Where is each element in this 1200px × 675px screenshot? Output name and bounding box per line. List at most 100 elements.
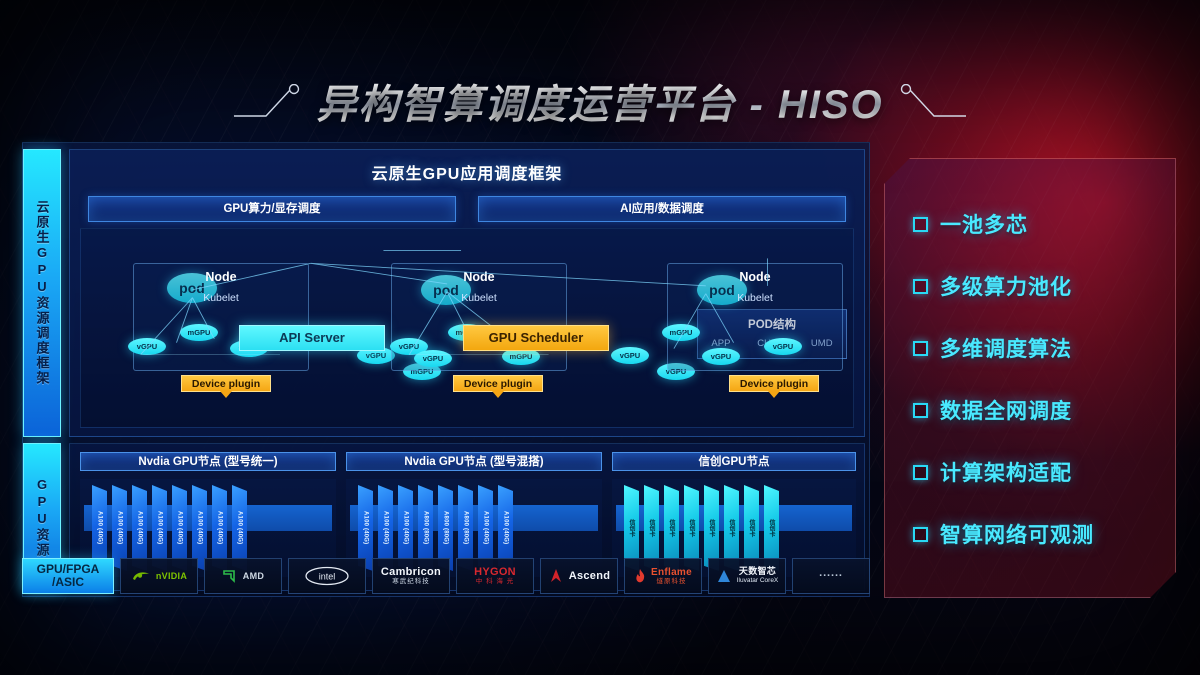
checkbox-square-icon bbox=[913, 403, 928, 418]
vendor-nvidia[interactable]: nVIDIA bbox=[120, 558, 198, 594]
gpu-card[interactable]: 信创卡 bbox=[764, 485, 779, 571]
page-title: 异构智算调度运营平台 - HISO bbox=[0, 72, 1200, 130]
gpu-card[interactable]: A100 (40G) bbox=[172, 485, 187, 571]
vendor-nvidia-label: nVIDIA bbox=[155, 571, 188, 581]
gpu-card-label: 信创卡 bbox=[748, 519, 754, 537]
api-server-node[interactable]: API Server bbox=[239, 325, 385, 351]
mgpu-1-5[interactable]: mGPU bbox=[403, 363, 441, 380]
gpu-card-label: A100 (40G) bbox=[402, 511, 409, 545]
vendor-amd[interactable]: AMD bbox=[204, 558, 282, 594]
title-text: 异构智算调度运营平台 - HISO bbox=[316, 72, 883, 130]
vgpu-2-6[interactable]: vGPU bbox=[657, 363, 695, 380]
highlights-panel: 一池多芯 多级算力池化 多维调度算法 数据全网调度 计算架构适配 智算网络可观测 bbox=[884, 158, 1176, 598]
gpu-card[interactable]: A800 (80G) bbox=[438, 485, 453, 571]
highlight-item-5[interactable]: 计算架构适配 bbox=[913, 441, 1175, 503]
vendor-hygon[interactable]: HYGON 中 科 海 光 bbox=[456, 558, 534, 594]
gpu-card[interactable]: 信创卡 bbox=[684, 485, 699, 571]
gpu-card[interactable]: A100 (40G) bbox=[92, 485, 107, 571]
framework-sub-right[interactable]: AI应用/数据调度 bbox=[478, 196, 846, 222]
device-plugin-3[interactable]: Device plugin bbox=[729, 375, 819, 392]
highlight-item-6[interactable]: 智算网络可观测 bbox=[913, 503, 1175, 565]
vendor-category-line2: /ASIC bbox=[51, 575, 84, 589]
svg-text:intel: intel bbox=[319, 572, 336, 582]
gpu-card-label: A100 (40G) bbox=[156, 511, 163, 545]
gpu-card[interactable]: A100 (40G) bbox=[232, 485, 247, 571]
kubelet-label-1: Kubelet bbox=[203, 292, 239, 304]
gpu-card-label: A100 (40G) bbox=[176, 511, 183, 545]
framework-block: 云原生GPU应用调度框架 GPU算力/显存调度 AI应用/数据调度 bbox=[69, 149, 865, 437]
gpu-card-label: A100 (40G) bbox=[196, 511, 203, 545]
vendor-cambricon[interactable]: Cambricon 寒武纪科技 bbox=[372, 558, 450, 594]
highlight-item-4[interactable]: 数据全网调度 bbox=[913, 379, 1175, 441]
pod-structure-title: POD结构 bbox=[748, 319, 796, 331]
gpu-card[interactable]: A100 (40G) bbox=[212, 485, 227, 571]
gpu-card[interactable]: 信创卡 bbox=[644, 485, 659, 571]
gpu-column-3: 信创GPU节点 信创卡 信创卡 信创卡 信创卡 信创卡 信创卡 信创卡 信创卡 bbox=[612, 452, 856, 584]
framework-sub-left[interactable]: GPU算力/显存调度 bbox=[88, 196, 456, 222]
highlight-label-5: 计算架构适配 bbox=[940, 462, 1072, 485]
gpu-card-label: 信创卡 bbox=[688, 519, 694, 537]
gpu-card[interactable]: A800 (80G) bbox=[418, 485, 433, 571]
vendor-more[interactable]: ······ bbox=[792, 558, 870, 594]
gpu-card-group-3: 信创卡 信创卡 信创卡 信创卡 信创卡 信创卡 信创卡 信创卡 bbox=[624, 485, 779, 573]
mgpu-2-4[interactable]: mGPU bbox=[502, 348, 540, 365]
gpu-card-label: 信创卡 bbox=[728, 519, 734, 537]
gpu-card[interactable]: A100 (40G) bbox=[112, 485, 127, 571]
kubelet-label-3: Kubelet bbox=[737, 292, 773, 304]
pod-item-umd: UMD bbox=[810, 338, 833, 349]
vendor-enflame[interactable]: Enflame 燧原科技 bbox=[624, 558, 702, 594]
gpu-card-label: 信创卡 bbox=[628, 519, 634, 537]
vendor-ascend-label: Ascend bbox=[568, 570, 611, 582]
gpu-card[interactable]: 信创卡 bbox=[664, 485, 679, 571]
gpu-card[interactable]: A100 (40G) bbox=[358, 485, 373, 571]
device-plugin-2[interactable]: Device plugin bbox=[453, 375, 543, 392]
highlight-label-4: 数据全网调度 bbox=[940, 400, 1072, 423]
vendor-enflame-stack: Enflame 燧原科技 bbox=[651, 567, 692, 585]
gpu-card[interactable]: A800 (80G) bbox=[458, 485, 473, 571]
vendor-cambricon-sub: 寒武纪科技 bbox=[392, 578, 430, 586]
checkbox-square-icon bbox=[913, 341, 928, 356]
gpu-card-label: 信创卡 bbox=[648, 519, 654, 537]
vendor-iluvatar[interactable]: 天数智芯 Iluvatar CoreX bbox=[708, 558, 786, 594]
vendor-hygon-label: HYGON bbox=[474, 566, 516, 579]
gpu-scheduler-node[interactable]: GPU Scheduler bbox=[463, 325, 609, 351]
vgpu-1-4[interactable]: vGPU bbox=[357, 347, 395, 364]
gpu-card[interactable]: A100 (40G) bbox=[192, 485, 207, 571]
vendor-enflame-label: Enflame bbox=[650, 566, 692, 578]
gpu-card[interactable]: A100 (40G) bbox=[478, 485, 493, 571]
vgpu-3-3[interactable]: vGPU bbox=[764, 338, 802, 355]
vgpu-1-1[interactable]: vGPU bbox=[128, 338, 166, 355]
gpu-card[interactable]: 信创卡 bbox=[704, 485, 719, 571]
gpu-column-2-header: Nvdia GPU节点 (型号混搭) bbox=[346, 452, 602, 471]
vgpu-3-2[interactable]: vGPU bbox=[702, 348, 740, 365]
gpu-card[interactable]: 信创卡 bbox=[724, 485, 739, 571]
gpu-card-label: A100 (40G) bbox=[502, 511, 509, 545]
gpu-card[interactable]: 信创卡 bbox=[624, 485, 639, 571]
gpu-card-label: 信创卡 bbox=[708, 519, 714, 537]
highlight-item-3[interactable]: 多维调度算法 bbox=[913, 317, 1175, 379]
vgpu-2-3[interactable]: vGPU bbox=[414, 350, 452, 367]
enflame-flame-icon bbox=[636, 569, 645, 583]
gpu-card[interactable]: A100 (40G) bbox=[498, 485, 513, 571]
gpu-card-group-1: A100 (40G) A100 (40G) A100 (40G) A100 (4… bbox=[92, 485, 247, 573]
gpu-card-label: A100 (40G) bbox=[236, 511, 243, 545]
mgpu-3-1[interactable]: mGPU bbox=[662, 324, 700, 341]
highlight-label-2: 多级算力池化 bbox=[940, 276, 1072, 299]
gpu-card[interactable]: 信创卡 bbox=[744, 485, 759, 571]
highlight-item-1[interactable]: 一池多芯 bbox=[913, 193, 1175, 255]
vendor-iluvatar-stack: 天数智芯 Iluvatar CoreX bbox=[737, 567, 779, 585]
gpu-card-label: A100 (40G) bbox=[482, 511, 489, 545]
node-label-2: Node bbox=[463, 270, 495, 284]
highlight-item-2[interactable]: 多级算力池化 bbox=[913, 255, 1175, 317]
vendor-ascend[interactable]: Ascend bbox=[540, 558, 618, 594]
mgpu-1-2[interactable]: mGPU bbox=[180, 324, 218, 341]
title-right-decoration bbox=[900, 84, 966, 117]
gpu-card-label: 信创卡 bbox=[668, 519, 674, 537]
gpu-card[interactable]: A100 (40G) bbox=[132, 485, 147, 571]
gpu-card[interactable]: A100 (40G) bbox=[398, 485, 413, 571]
device-plugin-1[interactable]: Device plugin bbox=[181, 375, 271, 392]
vgpu-2-5[interactable]: vGPU bbox=[611, 347, 649, 364]
gpu-card[interactable]: A100 (40G) bbox=[152, 485, 167, 571]
gpu-card[interactable]: A100 (40G) bbox=[378, 485, 393, 571]
vendor-intel[interactable]: intel bbox=[288, 558, 366, 594]
